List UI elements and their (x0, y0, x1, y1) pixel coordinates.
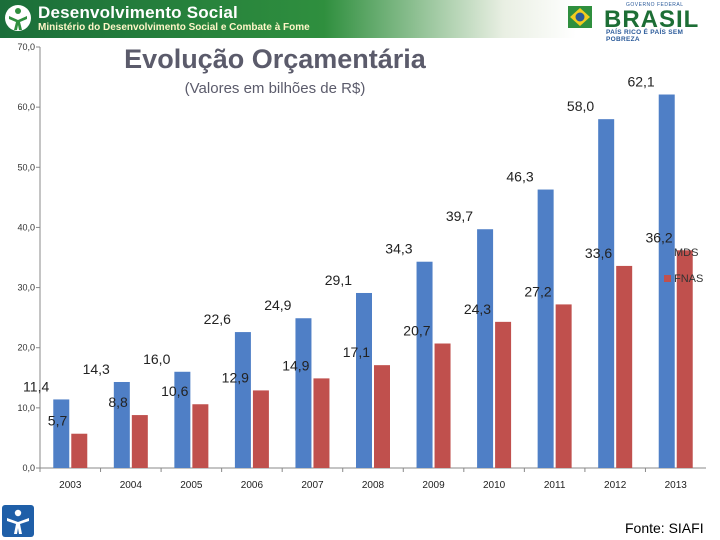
x-tick-label: 2012 (604, 480, 627, 491)
data-label-mds: 11,4 (23, 378, 49, 394)
bar-fnas (313, 378, 330, 468)
data-label-fnas: 5,7 (48, 413, 68, 429)
ministry-name: Ministério do Desenvolvimento Social e C… (38, 22, 310, 33)
bar-mds (356, 292, 372, 468)
y-tick-label: 60,0 (17, 102, 35, 112)
data-label-mds: 14,3 (83, 361, 110, 377)
bar-mds (537, 189, 554, 468)
y-tick-label: 40,0 (17, 222, 35, 232)
bar-fnas (192, 404, 209, 468)
bar-mds (113, 381, 130, 468)
data-label-mds: 58,0 (567, 98, 594, 114)
bar-fnas (555, 304, 572, 468)
y-tick-label: 30,0 (17, 283, 35, 293)
data-label-mds: 39,7 (446, 208, 473, 224)
data-label-fnas: 20,7 (403, 323, 430, 339)
data-label-mds: 24,9 (264, 297, 291, 313)
x-tick-label: 2007 (301, 480, 324, 491)
y-tick-label: 70,0 (17, 42, 35, 52)
bar-fnas (71, 433, 88, 468)
data-label-fnas: 24,3 (464, 301, 491, 317)
brand-gov: GOVERNO FEDERAL (626, 2, 684, 8)
x-tick-label: 2003 (59, 480, 82, 491)
data-label-mds: 22,6 (204, 311, 231, 327)
chart-subtitle: (Valores em bilhões de R$) (184, 80, 366, 97)
data-label-mds: 46,3 (506, 169, 533, 185)
x-tick-label: 2009 (422, 480, 445, 491)
y-tick-label: 20,0 (17, 343, 35, 353)
data-label-mds: 16,0 (143, 351, 170, 367)
bar-mds (598, 119, 615, 469)
data-label-fnas: 14,9 (282, 357, 309, 373)
data-label-fnas: 10,6 (161, 383, 188, 399)
data-label-fnas: 12,9 (222, 369, 249, 385)
org-name: Desenvolvimento Social (38, 3, 238, 22)
x-tick-label: 2010 (483, 480, 506, 491)
bar-fnas (252, 390, 269, 468)
bar-fnas (434, 343, 451, 468)
x-tick-label: 2006 (241, 480, 264, 491)
data-label-fnas: 8,8 (108, 394, 128, 410)
brand-tagline: PAÍS RICO É PAÍS SEM POBREZA (606, 29, 684, 43)
data-label-mds: 29,1 (325, 272, 352, 288)
x-tick-label: 2008 (362, 480, 385, 491)
data-label-mds: 34,3 (385, 241, 412, 257)
people-icon (2, 505, 34, 537)
y-tick-label: 0,0 (22, 463, 35, 473)
bar-mds (295, 318, 312, 468)
y-tick-label: 50,0 (17, 162, 35, 172)
flag-icon (568, 6, 592, 28)
x-tick-label: 2004 (120, 480, 143, 491)
brand-word: BRASIL (604, 6, 700, 33)
brasil-logo: GOVERNO FEDERAL BRASIL PAÍS RICO É PAÍS … (568, 2, 716, 43)
bar-fnas (676, 250, 693, 468)
header-banner: Desenvolvimento Social Ministério do Des… (0, 0, 720, 38)
legend-label: MDS (674, 247, 698, 259)
legend-swatch (664, 249, 671, 256)
legend-label: FNAS (674, 273, 703, 285)
ministry-logo-icon (5, 5, 31, 31)
data-label-fnas: 27,2 (524, 283, 551, 299)
x-tick-label: 2005 (180, 480, 203, 491)
x-tick-label: 2013 (665, 480, 688, 491)
bar-mds (477, 229, 494, 468)
x-tick-label: 2011 (544, 480, 566, 491)
source-note: Fonte: SIAFI (625, 520, 704, 536)
legend-swatch (664, 275, 671, 282)
data-label-mds: 62,1 (627, 74, 654, 90)
bar-mds (234, 332, 251, 468)
bar-fnas (374, 365, 390, 468)
chart-title: Evolução Orçamentária (124, 44, 426, 74)
bar-mds (53, 399, 70, 468)
data-label-fnas: 17,1 (343, 344, 370, 360)
bar-fnas (616, 265, 633, 468)
data-label-fnas: 33,6 (585, 245, 612, 261)
bar-mds (416, 261, 433, 468)
bar-mds (174, 371, 191, 468)
y-tick-label: 10,0 (17, 403, 35, 413)
data-label-fnas: 36,2 (645, 229, 672, 245)
bar-fnas (495, 321, 512, 468)
bar-fnas (131, 415, 148, 468)
